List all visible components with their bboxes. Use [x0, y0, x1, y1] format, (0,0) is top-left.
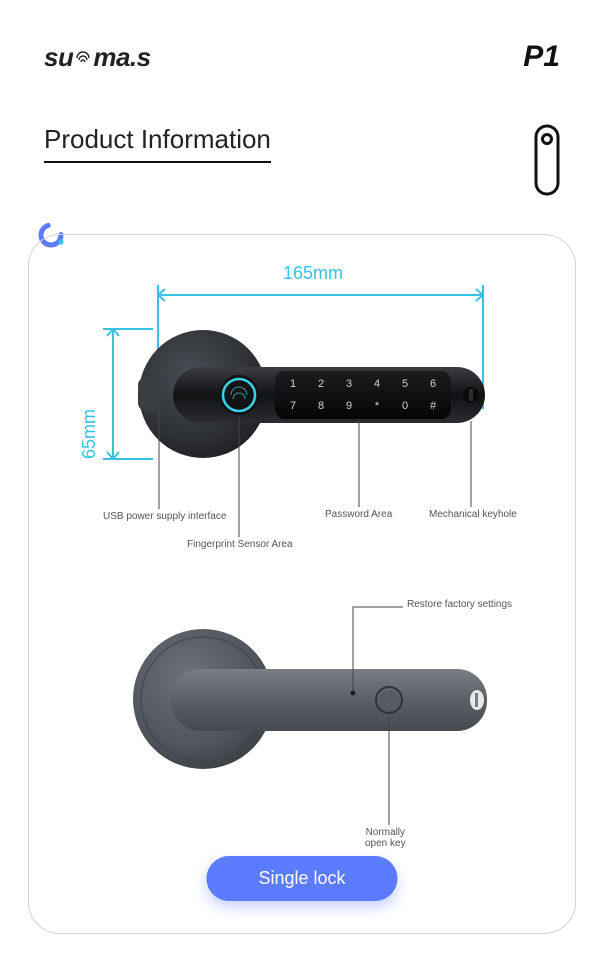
anno-fingerprint: Fingerprint Sensor Area — [187, 539, 293, 550]
keypad: 1 2 3 4 5 6 7 8 9 * 0 # — [279, 373, 447, 417]
key: 1 — [290, 378, 296, 390]
title-row: Product Information — [0, 74, 604, 196]
anno-keyhole: Mechanical keyhole — [429, 509, 517, 520]
header: su ma.s P1 — [0, 0, 604, 74]
key: 7 — [290, 400, 296, 412]
section-title: Product Information — [44, 124, 271, 163]
anno-restore: Restore factory settings — [407, 599, 512, 610]
brand-logo: su ma.s — [44, 42, 151, 73]
key: 0 — [402, 400, 408, 412]
key: # — [430, 400, 436, 412]
key: 8 — [318, 400, 324, 412]
mini-lock-icon — [534, 124, 560, 196]
key: 5 — [402, 378, 408, 390]
key: 2 — [318, 378, 324, 390]
model-label: P1 — [523, 40, 560, 74]
brand-fingerprint-glyph — [73, 42, 93, 73]
diagram-card: 165mm 65mm 1 2 3 4 5 6 7 8 9 * 0 # USB p… — [28, 234, 576, 934]
anno-password: Password Area — [325, 509, 392, 520]
single-lock-button[interactable]: Single lock — [206, 856, 397, 901]
anno-normally-open: Normally open key — [365, 827, 406, 849]
key: 6 — [430, 378, 436, 390]
key: 3 — [346, 378, 352, 390]
key: 9 — [346, 400, 352, 412]
button-label: Single lock — [258, 868, 345, 888]
dim-width-label: 165mm — [283, 263, 343, 284]
diagram: 165mm 65mm 1 2 3 4 5 6 7 8 9 * 0 # USB p… — [53, 259, 551, 905]
anno-usb: USB power supply interface — [103, 511, 226, 522]
key: * — [375, 400, 379, 412]
dim-height-label: 65mm — [79, 409, 100, 459]
brand-text-2: ma.s — [93, 42, 150, 72]
key: 4 — [374, 378, 380, 390]
back-view — [53, 569, 553, 869]
brand-text-1: su — [44, 42, 73, 72]
